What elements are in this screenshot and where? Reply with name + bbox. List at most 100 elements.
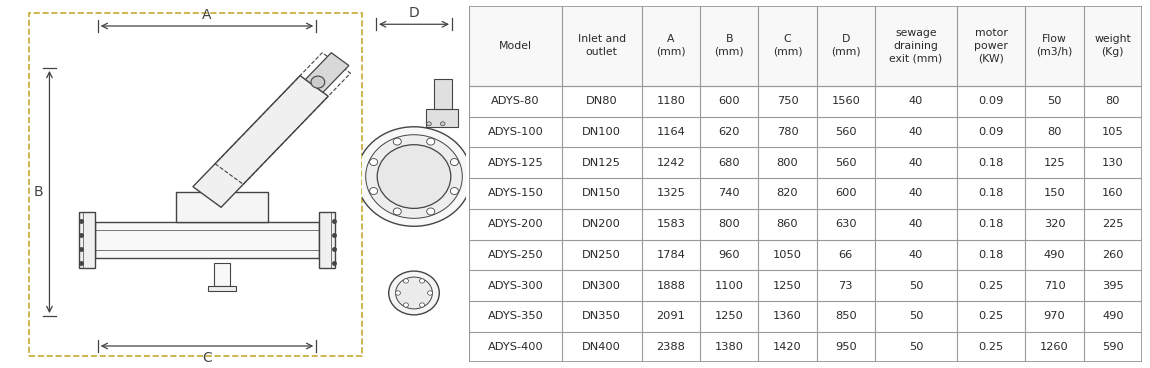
Text: 1360: 1360 xyxy=(773,311,802,321)
Circle shape xyxy=(440,122,445,126)
Text: DN400: DN400 xyxy=(582,342,621,352)
Text: 600: 600 xyxy=(719,96,741,106)
Text: DN80: DN80 xyxy=(585,96,618,106)
Text: 73: 73 xyxy=(838,281,853,291)
Text: 620: 620 xyxy=(719,127,739,137)
Text: Flow
(m3/h): Flow (m3/h) xyxy=(1036,35,1073,57)
Circle shape xyxy=(420,279,424,283)
Text: 1250: 1250 xyxy=(773,281,802,291)
Text: 40: 40 xyxy=(908,219,923,229)
Text: 40: 40 xyxy=(908,188,923,198)
Text: DN150: DN150 xyxy=(582,188,621,198)
Text: 1050: 1050 xyxy=(773,250,802,260)
Text: DN200: DN200 xyxy=(582,219,621,229)
Text: C
(mm): C (mm) xyxy=(773,35,803,57)
Circle shape xyxy=(396,291,400,295)
Text: 0.25: 0.25 xyxy=(979,281,1004,291)
Text: 1380: 1380 xyxy=(715,342,744,352)
Circle shape xyxy=(404,303,408,307)
Text: 0.09: 0.09 xyxy=(979,96,1004,106)
Text: 0.25: 0.25 xyxy=(979,311,1004,321)
Text: DN300: DN300 xyxy=(582,281,621,291)
Text: 1888: 1888 xyxy=(657,281,685,291)
Text: 0.18: 0.18 xyxy=(979,188,1004,198)
Circle shape xyxy=(356,127,472,226)
Text: 40: 40 xyxy=(908,127,923,137)
Text: 1164: 1164 xyxy=(657,127,685,137)
Text: 950: 950 xyxy=(835,342,857,352)
Bar xyxy=(176,192,268,222)
Text: ADYS-350: ADYS-350 xyxy=(488,311,543,321)
Text: 0.25: 0.25 xyxy=(979,342,1004,352)
Text: 0.18: 0.18 xyxy=(979,158,1004,168)
Text: 680: 680 xyxy=(719,158,741,168)
Circle shape xyxy=(428,291,432,295)
Text: 130: 130 xyxy=(1102,158,1124,168)
Bar xyxy=(469,6,1142,86)
Bar xyxy=(426,109,458,127)
Text: ADYS-200: ADYS-200 xyxy=(488,219,543,229)
Text: 740: 740 xyxy=(719,188,741,198)
Text: 780: 780 xyxy=(776,127,798,137)
Text: 1242: 1242 xyxy=(657,158,685,168)
Text: weight
(Kg): weight (Kg) xyxy=(1095,35,1132,57)
Text: DN100: DN100 xyxy=(582,127,621,137)
Text: 800: 800 xyxy=(719,219,741,229)
Text: 2091: 2091 xyxy=(657,311,685,321)
Text: 710: 710 xyxy=(1044,281,1065,291)
Text: 750: 750 xyxy=(776,96,798,106)
Bar xyxy=(208,286,236,291)
Text: 150: 150 xyxy=(1044,188,1065,198)
Text: 0.09: 0.09 xyxy=(979,127,1004,137)
Text: 560: 560 xyxy=(835,127,857,137)
Text: 40: 40 xyxy=(908,96,923,106)
Text: 1100: 1100 xyxy=(715,281,744,291)
Text: ADYS-400: ADYS-400 xyxy=(488,342,543,352)
Text: 395: 395 xyxy=(1102,281,1124,291)
Circle shape xyxy=(427,122,431,126)
Text: 50: 50 xyxy=(908,311,923,321)
Text: ADYS-150: ADYS-150 xyxy=(488,188,543,198)
Text: Inlet and
outlet: Inlet and outlet xyxy=(577,35,626,57)
Text: 490: 490 xyxy=(1044,250,1065,260)
Circle shape xyxy=(396,277,432,309)
Bar xyxy=(434,79,452,109)
Text: 50: 50 xyxy=(908,281,923,291)
Text: 66: 66 xyxy=(838,250,853,260)
Circle shape xyxy=(369,188,377,195)
Text: 590: 590 xyxy=(1102,342,1124,352)
Text: 600: 600 xyxy=(835,188,857,198)
Text: 1180: 1180 xyxy=(657,96,685,106)
Bar xyxy=(95,222,319,258)
Text: DN350: DN350 xyxy=(582,311,621,321)
Circle shape xyxy=(369,159,377,166)
Text: ADYS-100: ADYS-100 xyxy=(488,127,543,137)
Text: A: A xyxy=(202,8,212,22)
Text: 1784: 1784 xyxy=(657,250,685,260)
Text: 1560: 1560 xyxy=(831,96,860,106)
Text: ADYS-125: ADYS-125 xyxy=(488,158,543,168)
Circle shape xyxy=(420,303,424,307)
Bar xyxy=(319,212,335,268)
Circle shape xyxy=(404,279,408,283)
Text: 630: 630 xyxy=(835,219,857,229)
Text: 50: 50 xyxy=(908,342,923,352)
Circle shape xyxy=(389,271,439,315)
Text: 820: 820 xyxy=(776,188,798,198)
Text: 1420: 1420 xyxy=(773,342,802,352)
Circle shape xyxy=(451,159,459,166)
Text: 0.18: 0.18 xyxy=(979,250,1004,260)
Text: 80: 80 xyxy=(1048,127,1061,137)
Text: ADYS-80: ADYS-80 xyxy=(491,96,539,106)
Text: 970: 970 xyxy=(1044,311,1065,321)
Text: 40: 40 xyxy=(908,158,923,168)
Text: B
(mm): B (mm) xyxy=(714,35,744,57)
Text: 260: 260 xyxy=(1102,250,1124,260)
Text: 160: 160 xyxy=(1102,188,1124,198)
Text: 1325: 1325 xyxy=(657,188,685,198)
Circle shape xyxy=(366,135,462,218)
Text: 320: 320 xyxy=(1044,219,1065,229)
Text: 0.18: 0.18 xyxy=(979,219,1004,229)
Text: A
(mm): A (mm) xyxy=(657,35,685,57)
Text: sewage
draining
exit (mm): sewage draining exit (mm) xyxy=(889,28,943,63)
